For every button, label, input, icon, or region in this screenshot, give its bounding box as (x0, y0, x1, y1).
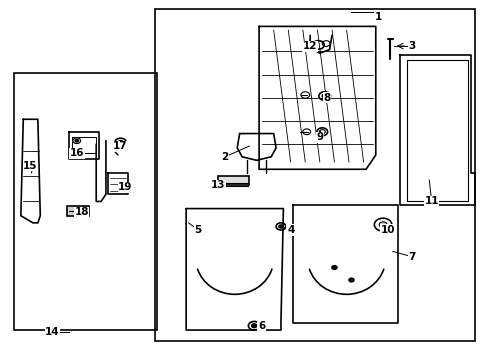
Circle shape (378, 222, 386, 228)
Text: 8: 8 (323, 93, 330, 103)
Circle shape (331, 266, 336, 269)
Text: 16: 16 (69, 148, 84, 158)
Bar (154, 9, 474, 341)
Bar (67, 206, 89, 216)
Text: 9: 9 (316, 132, 323, 142)
Circle shape (75, 140, 78, 142)
Text: 18: 18 (74, 207, 89, 217)
Text: 6: 6 (257, 321, 264, 332)
Bar (219, 183, 248, 186)
Text: 2: 2 (221, 152, 228, 162)
Text: 4: 4 (286, 225, 294, 235)
Text: 15: 15 (23, 161, 38, 171)
Text: 13: 13 (210, 180, 224, 190)
Text: 17: 17 (113, 141, 127, 151)
Text: 12: 12 (302, 41, 317, 51)
Circle shape (73, 138, 81, 144)
Circle shape (118, 141, 122, 144)
Text: 11: 11 (424, 197, 438, 206)
Bar (217, 176, 249, 185)
Text: 5: 5 (194, 225, 202, 235)
Text: 7: 7 (407, 252, 415, 262)
Text: 10: 10 (380, 225, 394, 235)
Circle shape (348, 278, 353, 282)
Circle shape (279, 225, 283, 228)
Circle shape (322, 94, 326, 98)
Circle shape (251, 324, 256, 328)
Text: 1: 1 (374, 13, 381, 22)
Text: 3: 3 (408, 41, 415, 51)
Bar (14, 73, 157, 330)
Text: 19: 19 (118, 182, 132, 192)
Text: 14: 14 (45, 327, 60, 337)
